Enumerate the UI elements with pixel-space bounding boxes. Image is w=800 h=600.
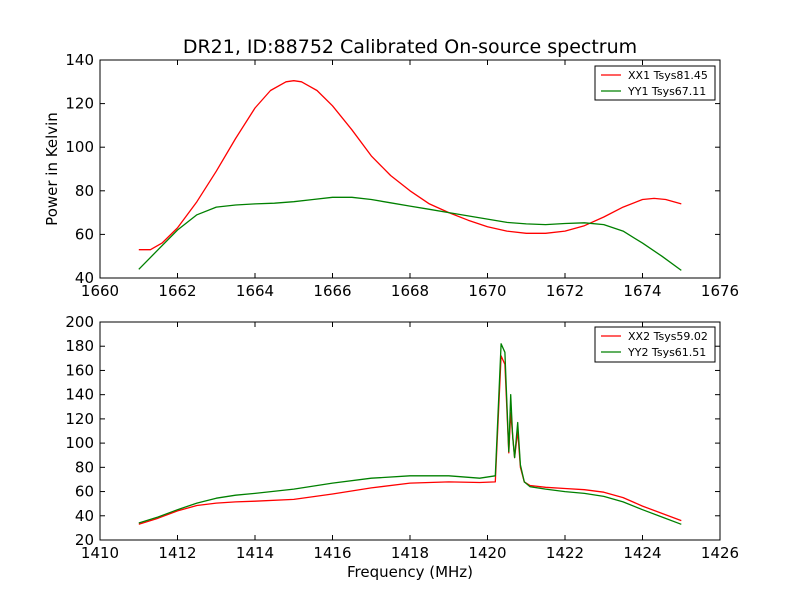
- chart-bottom-xtick-label: 1418: [391, 544, 429, 562]
- chart-top-ytick-label: 100: [65, 138, 94, 156]
- chart-top-legend-box: [594, 65, 716, 101]
- chart-top-legend-label-xx1: XX1 Tsys81.45: [628, 69, 708, 82]
- chart-top-ytick-label: 80: [75, 182, 94, 200]
- chart-top-xtick-label: 1660: [81, 282, 119, 300]
- chart-bottom-ytick-label: 180: [65, 337, 94, 355]
- chart-top-title: DR21, ID:88752 Calibrated On-source spec…: [183, 36, 637, 58]
- chart-top-ytick-label: 120: [65, 95, 94, 113]
- chart-bottom-xtick-label: 1426: [701, 544, 739, 562]
- chart-bottom-xlabel: Frequency (MHz): [347, 563, 473, 581]
- chart-bottom-ticks: 1410 1412 1414 1416 1418 1420 1422 1424 1426 20 40…: [65, 313, 739, 562]
- chart-top-legend: XX1 Tsys81.45 YY1 Tsys67.11: [594, 65, 716, 101]
- chart-top-xtick-label: 1670: [468, 282, 506, 300]
- chart-bottom-xtick-label: 1412: [158, 544, 196, 562]
- chart-bottom-xtick-label: 1410: [81, 544, 119, 562]
- chart-bottom: 1410 1412 1414 1416 1418 1420 1422 1424 1426 20 40…: [65, 313, 739, 581]
- chart-top-ylabel: Power in Kelvin: [43, 112, 61, 226]
- chart-bottom-xtick-label: 1416: [313, 544, 351, 562]
- chart-bottom-ytick-label: 160: [65, 361, 94, 379]
- chart-top-ytick-label: 140: [65, 51, 94, 69]
- chart-bottom-xtick-label: 1420: [468, 544, 506, 562]
- chart-bottom-ytick-label: 200: [65, 313, 94, 331]
- chart-top-xtick-label: 1668: [391, 282, 429, 300]
- chart-bottom-legend-box: [594, 326, 716, 363]
- chart-bottom-ytick-label: 120: [65, 410, 94, 428]
- chart-top-xtick-label: 1666: [313, 282, 351, 300]
- chart-top-ytick-label: 60: [75, 225, 94, 243]
- chart-bottom-frame: [99, 321, 721, 541]
- chart-bottom-legend-label-xx2: XX2 Tsys59.02: [628, 330, 708, 343]
- chart-bottom-plot-area: [138, 343, 682, 525]
- chart-bottom-ytick-label: 20: [75, 531, 94, 549]
- chart-top-plot-area: [138, 80, 682, 271]
- chart-top-xtick-label: 1674: [623, 282, 661, 300]
- chart-bottom-xtick-label: 1414: [236, 544, 274, 562]
- chart-bottom-ytick-label: 100: [65, 434, 94, 452]
- chart-top-legend-label-yy1: YY1 Tsys67.11: [627, 85, 706, 98]
- chart-bottom-xtick-label: 1424: [623, 544, 661, 562]
- chart-bottom-legend-label-yy2: YY2 Tsys61.51: [627, 346, 706, 359]
- chart-bottom-ytick-label: 40: [75, 507, 94, 525]
- chart-bottom-legend: XX2 Tsys59.02 YY2 Tsys61.51: [594, 326, 716, 363]
- chart-top-ytick-label: 40: [75, 269, 94, 287]
- chart-bottom-ytick-label: 80: [75, 458, 94, 476]
- chart-top: DR21, ID:88752 Calibrated On-source spec…: [43, 36, 739, 300]
- chart-top-ticks: 1660 1662 1664 1666 1668 1670 1672 1674 1676 40 60…: [65, 51, 739, 300]
- chart-top-xtick-label: 1672: [546, 282, 584, 300]
- chart-top-xtick-label: 1676: [701, 282, 739, 300]
- chart-bottom-ytick-label: 140: [65, 386, 94, 404]
- chart-top-series-line-1: [138, 196, 682, 271]
- chart-top-frame: [99, 59, 721, 279]
- chart-top-xtick-label: 1664: [236, 282, 274, 300]
- chart-bottom-ytick-label: 60: [75, 483, 94, 501]
- chart-top-series-line-0: [138, 80, 682, 251]
- chart-top-xtick-label: 1662: [158, 282, 196, 300]
- chart-bottom-xtick-label: 1422: [546, 544, 584, 562]
- chart-bottom-series-line-1: [138, 343, 682, 525]
